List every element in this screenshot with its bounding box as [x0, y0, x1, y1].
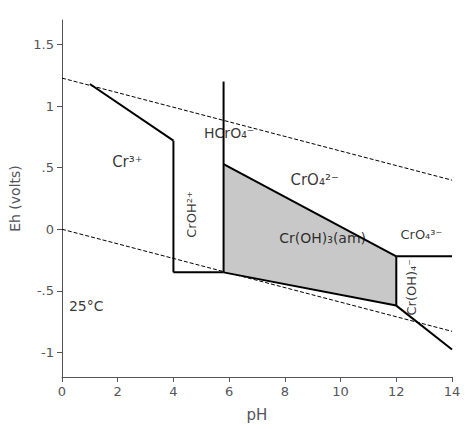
svg-text:Cr(OH)₃(am): Cr(OH)₃(am): [279, 230, 366, 246]
svg-text:Cr³⁺: Cr³⁺: [112, 153, 143, 171]
svg-text:2: 2: [114, 384, 122, 399]
svg-text:.5: .5: [42, 160, 54, 175]
svg-text:HCrO₄⁻: HCrO₄⁻: [204, 125, 254, 141]
svg-text:pH: pH: [247, 406, 268, 424]
svg-text:Eh (volts): Eh (volts): [7, 165, 23, 232]
svg-text:1.5: 1.5: [33, 37, 54, 52]
svg-text:6: 6: [225, 384, 233, 399]
svg-text:4: 4: [169, 384, 177, 399]
svg-text:10: 10: [332, 384, 349, 399]
svg-text:-.5: -.5: [37, 283, 54, 298]
svg-text:12: 12: [388, 384, 405, 399]
svg-text:CrO₄²⁻: CrO₄²⁻: [290, 171, 338, 189]
svg-text:14: 14: [444, 384, 461, 399]
svg-text:-1: -1: [41, 345, 54, 360]
svg-text:Cr(OH)₄⁻: Cr(OH)₄⁻: [404, 259, 419, 316]
svg-text:1: 1: [46, 99, 54, 114]
svg-text:25°C: 25°C: [69, 298, 104, 314]
svg-text:0: 0: [58, 384, 66, 399]
svg-text:CrO₄³⁻: CrO₄³⁻: [400, 227, 442, 242]
svg-text:0: 0: [46, 222, 54, 237]
svg-text:8: 8: [281, 384, 289, 399]
svg-text:CrOH²⁺: CrOH²⁺: [184, 191, 199, 238]
